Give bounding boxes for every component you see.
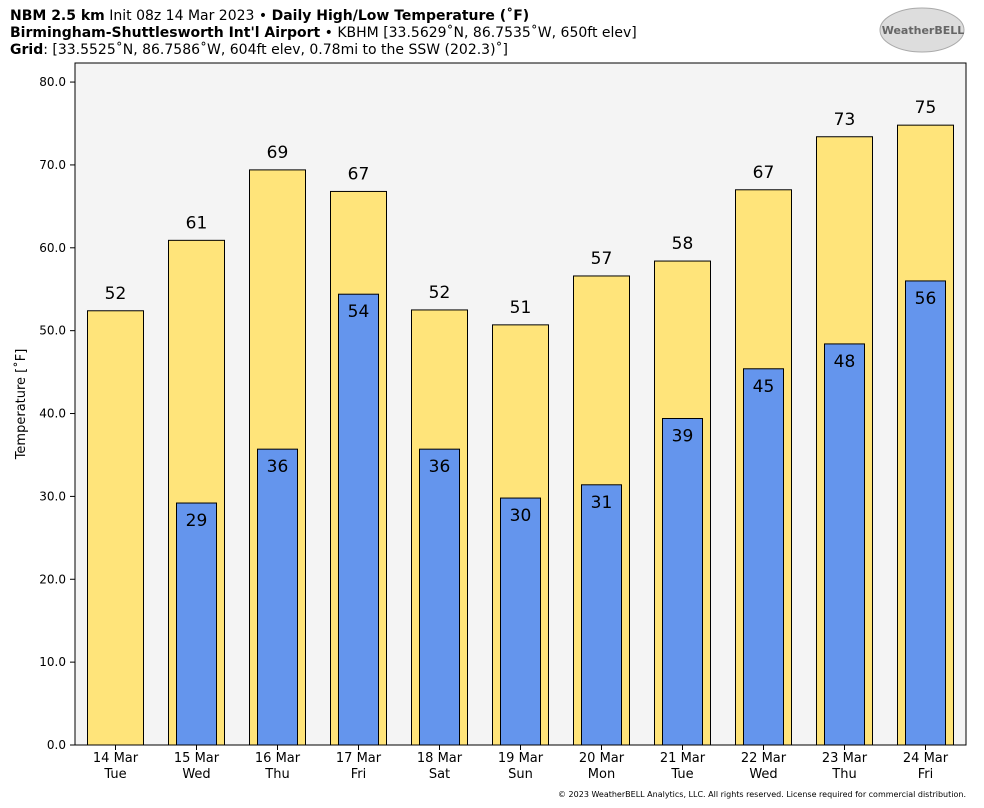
logo-text: WeatherBELL xyxy=(882,24,965,37)
header-text: : [33.5525˚N, 86.7586˚W, 604ft elev, 0.7… xyxy=(43,41,508,58)
y-tick-label: 50.0 xyxy=(39,324,66,338)
value-label: 75 xyxy=(915,98,937,118)
header-text: Daily High/Low Temperature (˚F) xyxy=(272,7,530,24)
bar xyxy=(500,497,541,746)
bar xyxy=(662,418,703,746)
x-tick-label: 17 Mar xyxy=(336,751,382,766)
value-label: 29 xyxy=(186,511,208,531)
value-label: 39 xyxy=(672,427,694,447)
footer: © 2023 WeatherBELL Analytics, LLC. All r… xyxy=(558,790,966,799)
value-label: 58 xyxy=(672,234,694,254)
y-tick-label: 30.0 xyxy=(39,489,66,503)
y-axis-label: Temperature [˚F] xyxy=(13,349,29,461)
header-line: Grid: [33.5525˚N, 86.7586˚W, 604ft elev,… xyxy=(10,41,508,58)
y-tick-label: 60.0 xyxy=(39,241,66,255)
value-label: 51 xyxy=(510,298,532,318)
x-tick-label: Fri xyxy=(351,767,367,782)
x-tick-label: 23 Mar xyxy=(822,751,868,766)
bar xyxy=(743,368,784,746)
x-tick-label: Wed xyxy=(749,767,777,782)
bar xyxy=(581,484,622,746)
x-tick-label: 21 Mar xyxy=(660,751,706,766)
value-label: 67 xyxy=(753,163,775,183)
value-label: 57 xyxy=(591,249,613,269)
y-tick-label: 20.0 xyxy=(39,572,66,586)
y-tick-label: 80.0 xyxy=(39,75,66,89)
x-tick-label: 19 Mar xyxy=(498,751,544,766)
bar xyxy=(419,448,460,746)
bar xyxy=(338,293,379,746)
value-label: 67 xyxy=(348,164,370,184)
x-tick-label: Thu xyxy=(264,767,289,782)
x-tick-label: Fri xyxy=(918,767,934,782)
x-tick-label: 18 Mar xyxy=(417,751,463,766)
value-label: 54 xyxy=(348,302,370,322)
y-tick-label: 70.0 xyxy=(39,158,66,172)
bar xyxy=(824,343,865,746)
x-tick-label: 14 Mar xyxy=(93,751,139,766)
x-tick-label: Sat xyxy=(429,767,450,782)
x-tick-label: Tue xyxy=(103,767,126,782)
header-text: • KBHM [33.5629˚N, 86.7535˚W, 650ft elev… xyxy=(320,24,637,41)
header-text: Init 08z 14 Mar 2023 • xyxy=(105,8,272,24)
bar xyxy=(257,448,298,746)
x-tick-label: Sun xyxy=(508,767,533,782)
value-label: 36 xyxy=(267,457,289,477)
header-line: NBM 2.5 km Init 08z 14 Mar 2023 • Daily … xyxy=(10,7,529,24)
value-label: 48 xyxy=(834,352,856,372)
x-tick-label: 22 Mar xyxy=(741,751,787,766)
y-tick-label: 10.0 xyxy=(39,655,66,669)
value-label: 61 xyxy=(186,213,208,233)
value-label: 73 xyxy=(834,110,856,130)
bar xyxy=(87,310,144,746)
x-tick-label: Thu xyxy=(831,767,856,782)
value-label: 52 xyxy=(105,284,127,304)
value-label: 45 xyxy=(753,377,775,397)
value-label: 69 xyxy=(267,143,289,163)
x-tick-label: Mon xyxy=(588,767,615,782)
header-line: Birmingham-Shuttlesworth Int'l Airport •… xyxy=(10,24,637,41)
header-text: NBM 2.5 km xyxy=(10,8,105,24)
y-tick-label: 0.0 xyxy=(47,738,66,752)
header-text: Birmingham-Shuttlesworth Int'l Airport xyxy=(10,25,320,41)
bar xyxy=(905,280,946,746)
bar xyxy=(176,502,217,746)
x-tick-label: 15 Mar xyxy=(174,751,220,766)
x-tick-label: Tue xyxy=(670,767,693,782)
value-label: 36 xyxy=(429,457,451,477)
value-label: 52 xyxy=(429,283,451,303)
value-label: 30 xyxy=(510,506,532,526)
header: NBM 2.5 km Init 08z 14 Mar 2023 • Daily … xyxy=(10,7,637,58)
y-tick-label: 40.0 xyxy=(39,407,66,421)
value-label: 31 xyxy=(591,493,613,513)
x-tick-label: Wed xyxy=(182,767,210,782)
x-tick-label: 20 Mar xyxy=(579,751,625,766)
value-label: 56 xyxy=(915,289,937,309)
header-text: Grid xyxy=(10,42,43,58)
logo: WeatherBELL xyxy=(879,7,965,53)
x-tick-label: 16 Mar xyxy=(255,751,301,766)
x-tick-label: 24 Mar xyxy=(903,751,949,766)
